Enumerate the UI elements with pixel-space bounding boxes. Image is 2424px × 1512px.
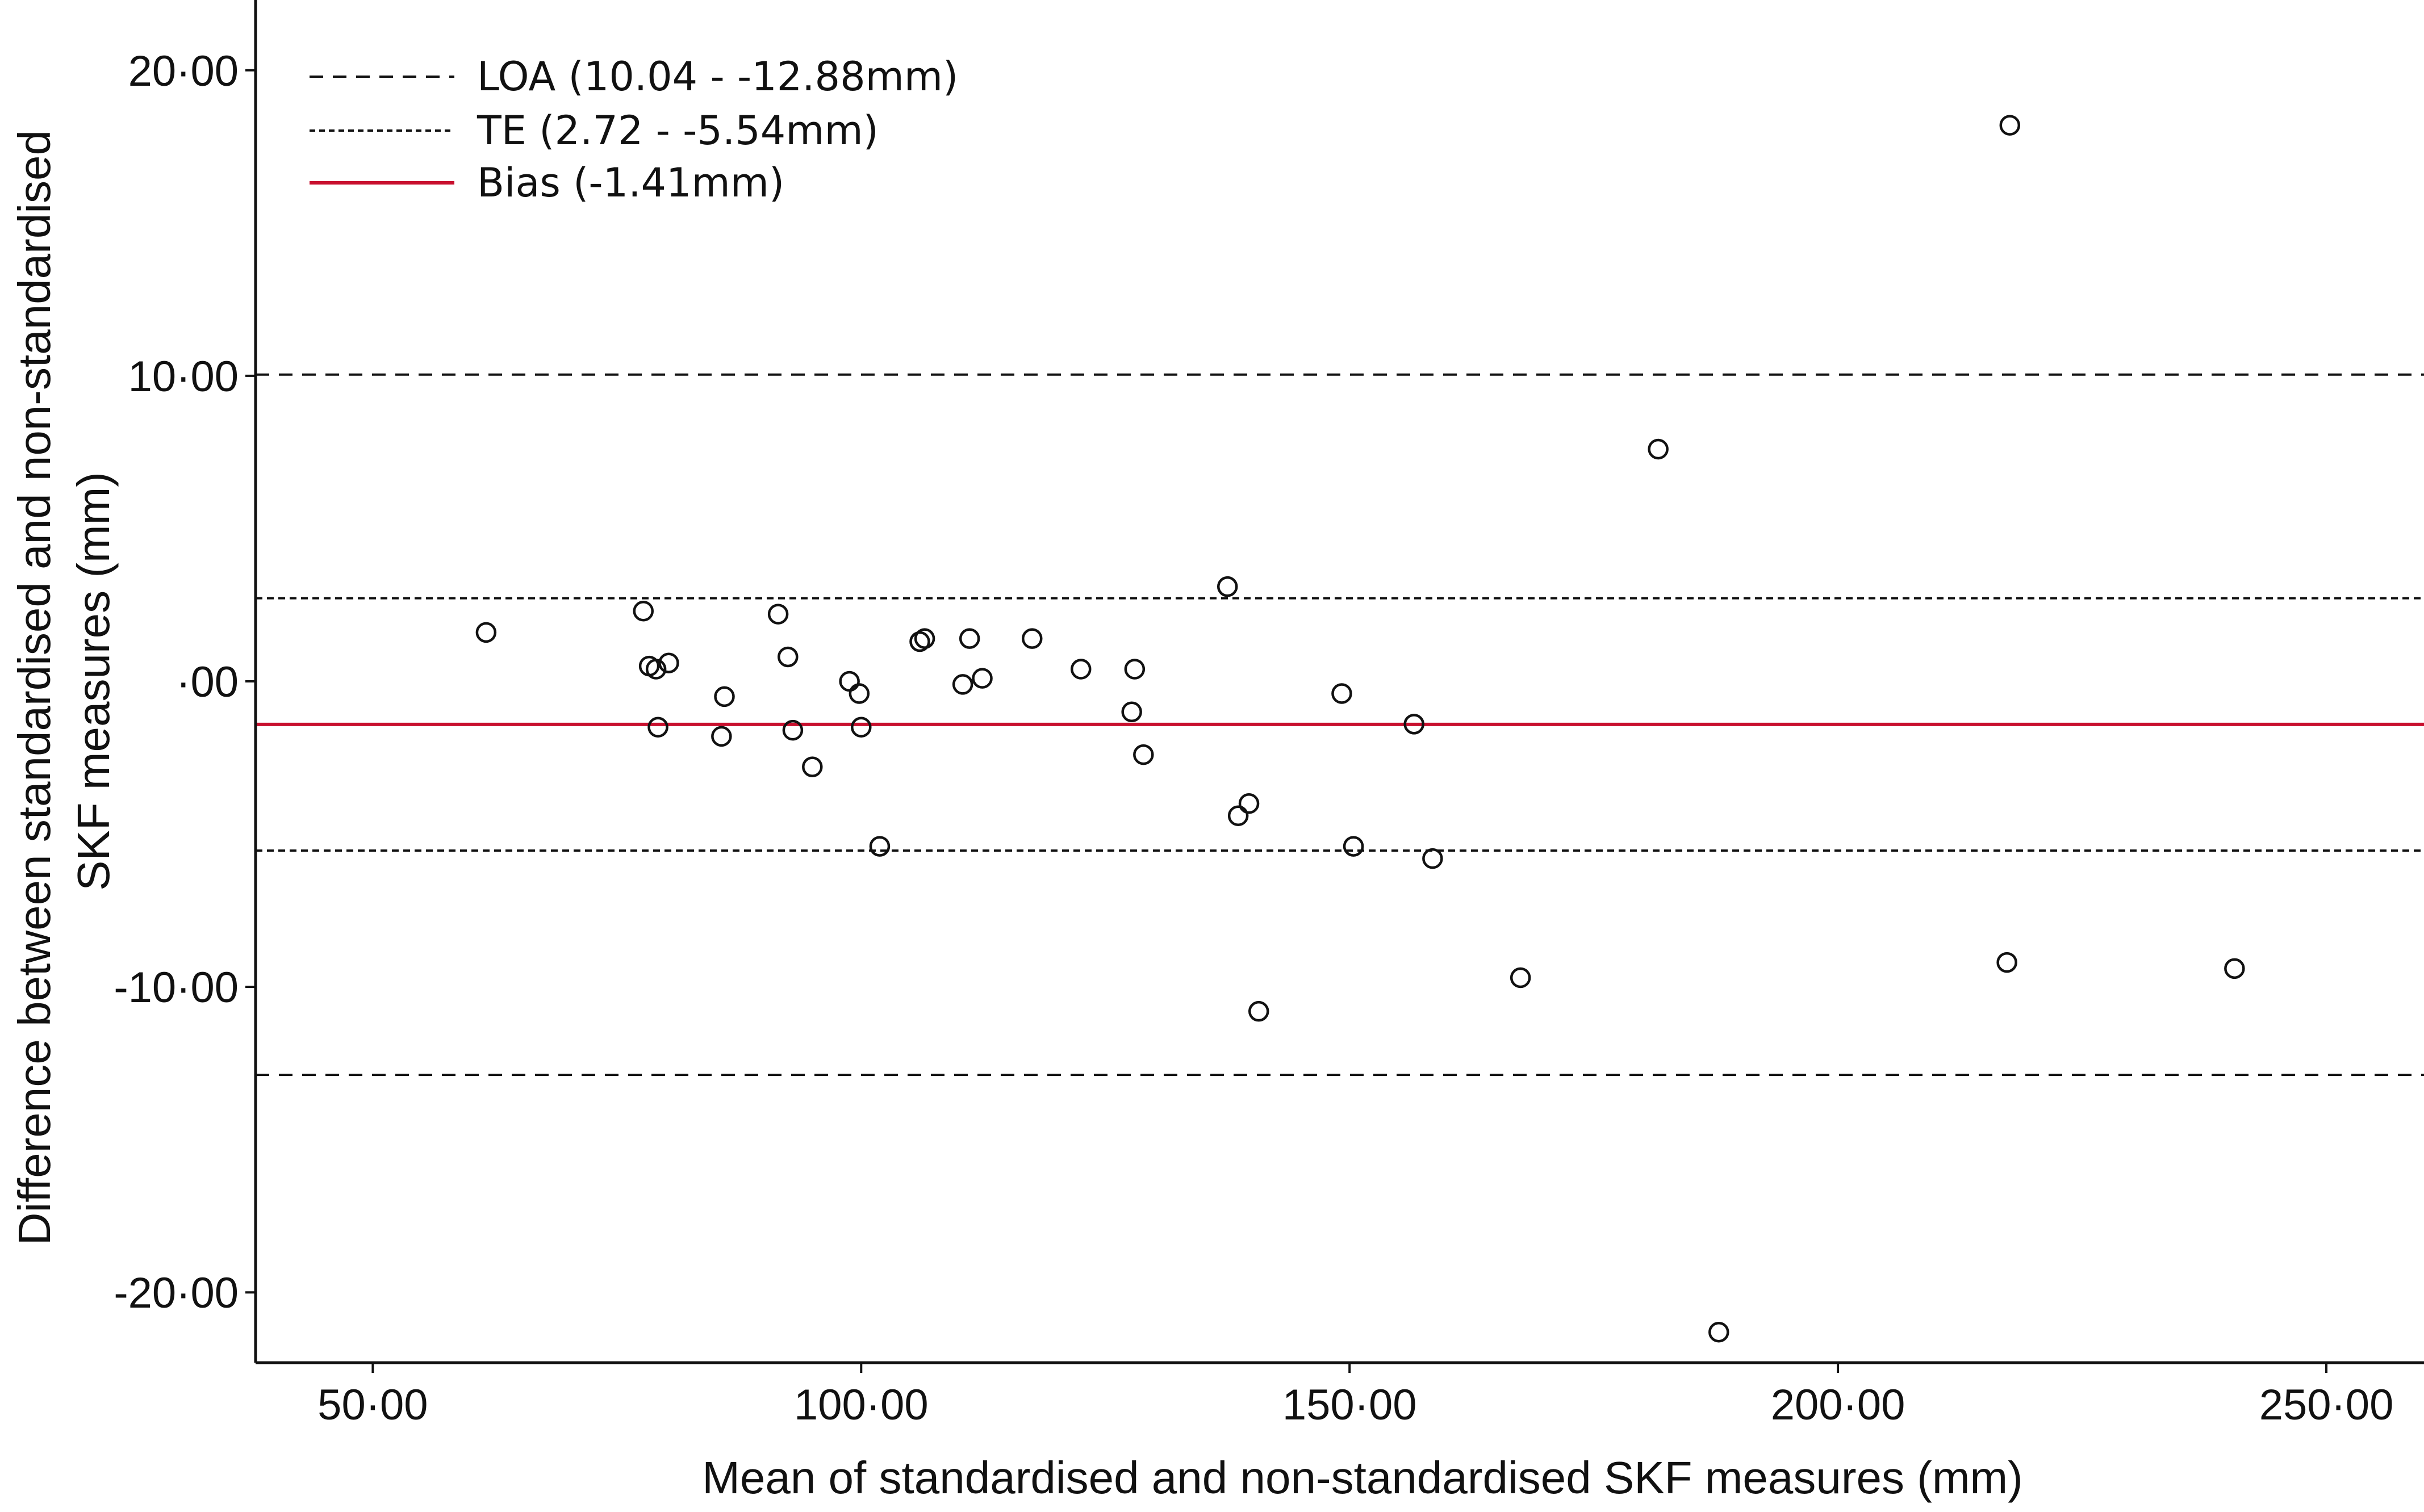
data-point bbox=[1510, 967, 1531, 989]
x-tick-label: 50·00 bbox=[317, 1381, 428, 1429]
legend: LOA (10.04 - -12.88mm) TE (2.72 - -5.54mm… bbox=[310, 53, 958, 206]
legend-label: LOA (10.04 - -12.88mm) bbox=[477, 53, 958, 100]
y-axis-title: Difference between standardised and non-… bbox=[9, 118, 119, 1246]
data-point bbox=[1403, 714, 1424, 735]
data-point bbox=[767, 604, 789, 625]
data-point bbox=[849, 683, 870, 704]
data-point bbox=[959, 628, 980, 649]
y-axis-ticks: 20·00 10·00 ·00 -10·00 -20·00 bbox=[114, 47, 256, 1317]
data-point bbox=[1238, 793, 1260, 814]
data-point bbox=[1708, 1321, 1729, 1343]
data-point bbox=[1422, 848, 1443, 869]
x-tick-label: 100·00 bbox=[794, 1381, 929, 1429]
data-point bbox=[1996, 952, 2017, 973]
data-point bbox=[778, 646, 799, 668]
reference-lines bbox=[256, 373, 2424, 1077]
data-point bbox=[647, 717, 668, 738]
data-point bbox=[1070, 659, 1092, 680]
data-point bbox=[782, 719, 804, 741]
data-point bbox=[1227, 805, 1249, 827]
data-point bbox=[711, 726, 732, 747]
data-point bbox=[1331, 683, 1352, 704]
axes: 50·00 100·00 150·00 200·00 250·00 20·00 10·00… bbox=[114, 0, 2424, 1429]
y-tick-label: -20·00 bbox=[114, 1269, 239, 1317]
data-point bbox=[645, 659, 667, 680]
data-point bbox=[1133, 744, 1154, 765]
y-tick-label: 10·00 bbox=[128, 353, 239, 401]
y-axis-title-line-1: Difference between standardised and non-… bbox=[9, 130, 60, 1245]
data-point bbox=[869, 836, 891, 857]
x-axis-ticks: 50·00 100·00 150·00 200·00 250·00 bbox=[317, 1363, 2393, 1429]
data-point bbox=[952, 674, 973, 695]
data-point bbox=[909, 631, 930, 652]
data-point bbox=[1343, 836, 1364, 857]
data-point bbox=[1124, 659, 1146, 680]
x-tick-label: 250·00 bbox=[2259, 1381, 2394, 1429]
y-tick-label: ·00 bbox=[176, 658, 239, 706]
data-point bbox=[714, 686, 735, 707]
data-point bbox=[1121, 701, 1142, 723]
y-tick-label: -10·00 bbox=[114, 964, 239, 1012]
data-point bbox=[658, 652, 679, 673]
y-axis-title-line-2: SKF measures (mm) bbox=[68, 472, 119, 891]
data-point bbox=[839, 671, 860, 692]
x-tick-label: 150·00 bbox=[1282, 1381, 1417, 1429]
y-tick-label: 20·00 bbox=[128, 47, 239, 95]
data-point bbox=[1248, 1000, 1269, 1022]
legend-label: Bias (-1.41mm) bbox=[477, 160, 784, 206]
data-point bbox=[914, 628, 935, 649]
x-axis-title: Mean of standardised and non-standardise… bbox=[702, 1452, 2023, 1503]
data-point bbox=[1022, 628, 1043, 649]
data-point bbox=[851, 717, 872, 738]
data-point bbox=[633, 600, 654, 622]
data-point bbox=[802, 756, 823, 777]
data-point bbox=[2224, 958, 2245, 979]
data-point bbox=[1999, 115, 2021, 136]
x-tick-label: 200·00 bbox=[1771, 1381, 1905, 1429]
data-point bbox=[972, 668, 993, 689]
legend-label: TE (2.72 - -5.54mm) bbox=[477, 107, 879, 154]
data-point bbox=[475, 622, 497, 643]
data-points bbox=[475, 115, 2245, 1343]
data-point bbox=[1648, 438, 1669, 460]
data-point bbox=[1217, 576, 1238, 597]
